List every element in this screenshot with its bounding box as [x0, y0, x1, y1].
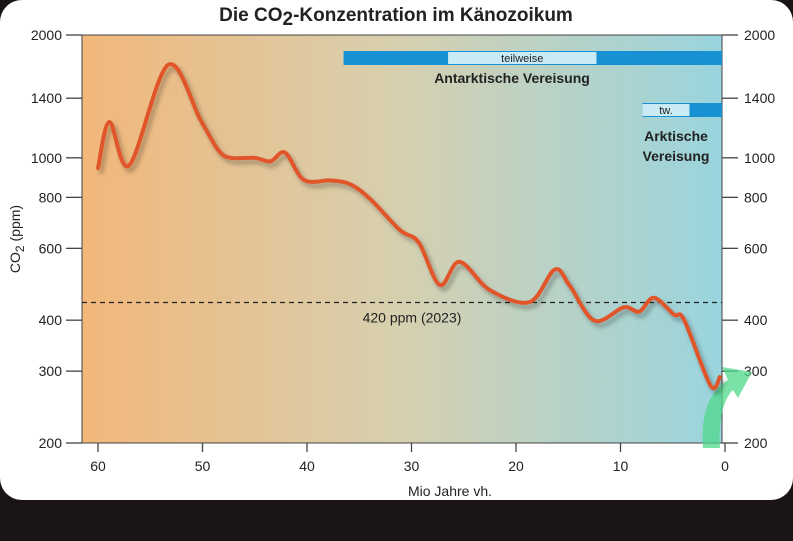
x-tick-label: 50	[195, 458, 211, 474]
arctic-label-line1: Arktische	[644, 128, 708, 144]
y-tick-label-left: 200	[39, 435, 63, 451]
y-tick-label-left: 300	[39, 363, 63, 379]
reference-line-label: 420 ppm (2023)	[363, 310, 462, 326]
x-tick-label: 20	[508, 458, 524, 474]
x-tick-label: 40	[299, 458, 315, 474]
y-tick-label-right: 2000	[744, 27, 775, 43]
plot-area	[81, 34, 723, 444]
y-tick-label-right: 1400	[744, 90, 775, 106]
antarctic-label: Antarktische Vereisung	[434, 70, 590, 86]
antarctic-partial-segment	[448, 52, 597, 64]
y-tick-label-left: 600	[39, 240, 63, 256]
x-tick-label: 30	[404, 458, 420, 474]
arctic-label-line2: Vereisung	[643, 148, 710, 164]
y-tick-label-left: 2000	[31, 27, 62, 43]
y-tick-label-right: 600	[744, 240, 768, 256]
antarctic-partial-label: teilweise	[501, 53, 543, 65]
chart-title: Die CO2-Konzentration im Känozoikum	[219, 5, 573, 30]
y-tick-label-left: 400	[39, 312, 63, 328]
x-axis-label: Mio Jahre vh.	[408, 483, 492, 499]
y-tick-label-left: 800	[39, 189, 63, 205]
x-tick-label: 60	[90, 458, 106, 474]
arrow-icon	[702, 367, 752, 448]
x-tick-label: 10	[613, 458, 629, 474]
y-tick-label-left: 1000	[31, 150, 62, 166]
arctic-partial-segment	[642, 104, 690, 116]
co2-series-line	[96, 62, 722, 391]
arctic-partial-label: tw.	[659, 105, 672, 117]
y-tick-label-left: 1400	[31, 90, 62, 106]
y-tick-label-right: 200	[744, 435, 768, 451]
y-axis-label: CO2 (ppm)	[7, 205, 27, 273]
y-tick-label-right: 1000	[744, 150, 775, 166]
y-tick-label-right: 800	[744, 189, 768, 205]
y-tick-label-right: 400	[744, 312, 768, 328]
x-tick-label: 0	[721, 458, 729, 474]
